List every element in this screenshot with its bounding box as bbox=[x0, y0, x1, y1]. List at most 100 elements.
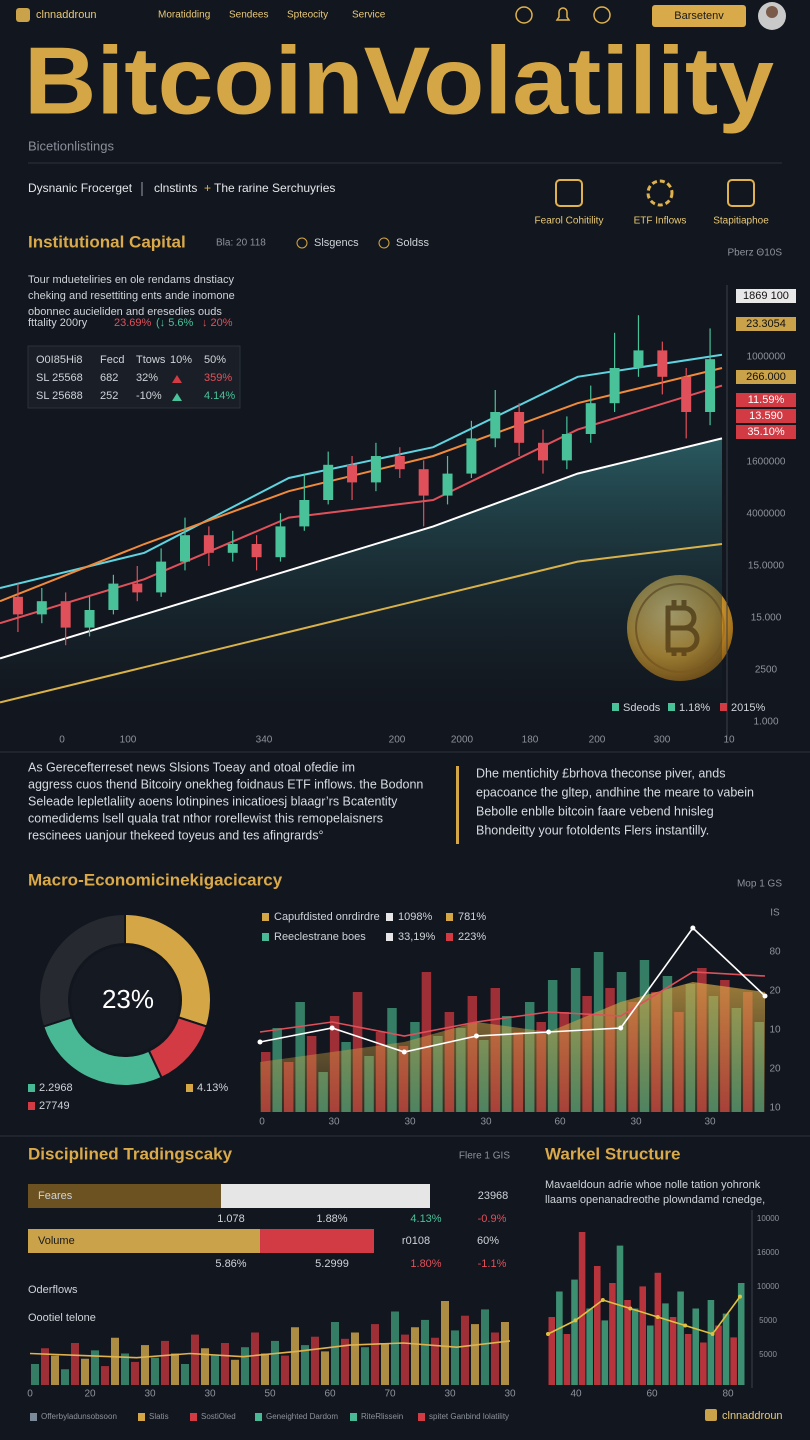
candle-body bbox=[60, 601, 71, 628]
candle-body bbox=[514, 412, 525, 443]
nav-link[interactable]: Sendees bbox=[229, 10, 268, 21]
candle-body bbox=[108, 583, 119, 610]
x-tick-label: 300 bbox=[654, 735, 671, 746]
bar bbox=[639, 1286, 646, 1385]
header-button[interactable] bbox=[652, 5, 746, 27]
bar bbox=[61, 1369, 69, 1385]
point bbox=[573, 1318, 578, 1323]
tagline: The rarine Serchuyries bbox=[214, 181, 335, 195]
bar bbox=[271, 1340, 279, 1385]
price-tag bbox=[736, 289, 796, 303]
bar bbox=[548, 1317, 556, 1385]
progress-value: r0108 bbox=[402, 1235, 430, 1247]
candle-body bbox=[538, 442, 548, 461]
trend-line bbox=[29, 1340, 511, 1359]
bar bbox=[151, 1357, 159, 1385]
x-tick-label: 0 bbox=[59, 735, 65, 746]
y-tick-label: 20 bbox=[769, 986, 781, 997]
point bbox=[738, 1294, 742, 1299]
stat: (↓ 5.6% bbox=[156, 317, 194, 329]
y-tick-label: 10000 bbox=[757, 1214, 780, 1223]
legend-swatch bbox=[668, 703, 675, 711]
bar bbox=[301, 1345, 309, 1385]
hero-title: BitcoinVolatility bbox=[24, 27, 774, 134]
bar bbox=[231, 1359, 239, 1385]
bar bbox=[111, 1337, 119, 1385]
legend-swatch bbox=[418, 1413, 425, 1421]
table-cell: -10% bbox=[136, 390, 162, 402]
table-cell: O0I85Hi8 bbox=[36, 354, 82, 366]
x-tick-label: 100 bbox=[120, 735, 137, 746]
progress-value: 23968 bbox=[478, 1190, 509, 1202]
price-label: 15.0000 bbox=[748, 561, 785, 572]
price-label: 35.10% bbox=[747, 426, 785, 438]
bar bbox=[586, 1308, 593, 1385]
bar bbox=[71, 1343, 79, 1385]
feature-icon bbox=[727, 179, 755, 207]
price-label: 1869 100 bbox=[743, 290, 789, 302]
candle-body bbox=[681, 376, 692, 412]
bar bbox=[501, 1322, 509, 1385]
nav-link[interactable]: Service bbox=[352, 10, 386, 21]
bar bbox=[654, 1272, 662, 1385]
candle-body bbox=[633, 350, 644, 368]
table-cell: 50% bbox=[204, 354, 226, 366]
x-tick-label: 30 bbox=[444, 1389, 456, 1400]
progress-sub: 1.80% bbox=[410, 1258, 441, 1270]
legend-label: Offerbyladunsobsoon bbox=[41, 1412, 117, 1421]
legend-label: 27749 bbox=[39, 1100, 70, 1112]
bar bbox=[471, 1324, 479, 1385]
candle-body bbox=[203, 535, 214, 553]
legend-swatch bbox=[138, 1413, 145, 1421]
logo[interactable] bbox=[16, 8, 30, 22]
price-label: 4000000 bbox=[747, 509, 786, 520]
bar bbox=[669, 1317, 677, 1385]
candle-body bbox=[657, 350, 668, 377]
paragraph-line: aggress cuos thend Bitcoiry onekheg foid… bbox=[28, 777, 423, 791]
feature-label: Fearol Cohitility bbox=[535, 216, 604, 227]
candle-body bbox=[442, 473, 453, 496]
table-cell: 682 bbox=[100, 372, 118, 384]
bar bbox=[261, 1353, 269, 1385]
nav-link[interactable]: Spteocity bbox=[287, 10, 328, 21]
trend-line bbox=[0, 543, 723, 704]
table-cell: 10% bbox=[170, 354, 192, 366]
bar bbox=[141, 1345, 149, 1385]
bell-icon[interactable] bbox=[555, 7, 571, 21]
legend-value: 1098% bbox=[398, 911, 432, 923]
bar bbox=[491, 1332, 499, 1385]
nav-link[interactable]: Moratidding bbox=[158, 10, 210, 21]
progress-segment bbox=[220, 1184, 430, 1208]
trend-up bbox=[172, 375, 182, 383]
progress-segment bbox=[260, 1229, 374, 1253]
point bbox=[690, 925, 696, 931]
y-tick-label: 16000 bbox=[757, 1248, 780, 1257]
table-cell: SL 25688 bbox=[36, 390, 83, 402]
y-tick-label: 20 bbox=[769, 1064, 781, 1075]
bar bbox=[730, 1337, 737, 1385]
bar bbox=[571, 1279, 578, 1385]
legend-label: 2.2968 bbox=[39, 1082, 73, 1094]
trend-line bbox=[0, 437, 723, 660]
progress-segment bbox=[28, 1229, 261, 1253]
bar bbox=[31, 1364, 39, 1385]
paragraph-line: Seleade lepletlaliity aoens lotinpines i… bbox=[28, 794, 398, 808]
icon[interactable] bbox=[593, 6, 611, 24]
progress-label: Volume bbox=[38, 1235, 75, 1247]
bar bbox=[311, 1336, 319, 1385]
legend-label: 1.18% bbox=[679, 702, 710, 714]
candle-body bbox=[394, 456, 405, 470]
point bbox=[710, 1332, 715, 1336]
progress-value: 60% bbox=[477, 1235, 499, 1247]
paragraph-line: As Gerecefterreset news Slsions Toeay an… bbox=[28, 760, 355, 774]
price-tag bbox=[736, 425, 796, 439]
point bbox=[683, 1323, 688, 1328]
note: Tour mdueteliries en ole rendams dnstiac… bbox=[28, 274, 235, 286]
tagline: + bbox=[204, 181, 211, 195]
price-label: 266.000 bbox=[746, 371, 786, 383]
bar bbox=[191, 1334, 199, 1385]
icon[interactable] bbox=[515, 6, 533, 24]
x-tick-label: 340 bbox=[256, 735, 273, 746]
bar bbox=[578, 1232, 586, 1385]
bar bbox=[121, 1353, 129, 1385]
